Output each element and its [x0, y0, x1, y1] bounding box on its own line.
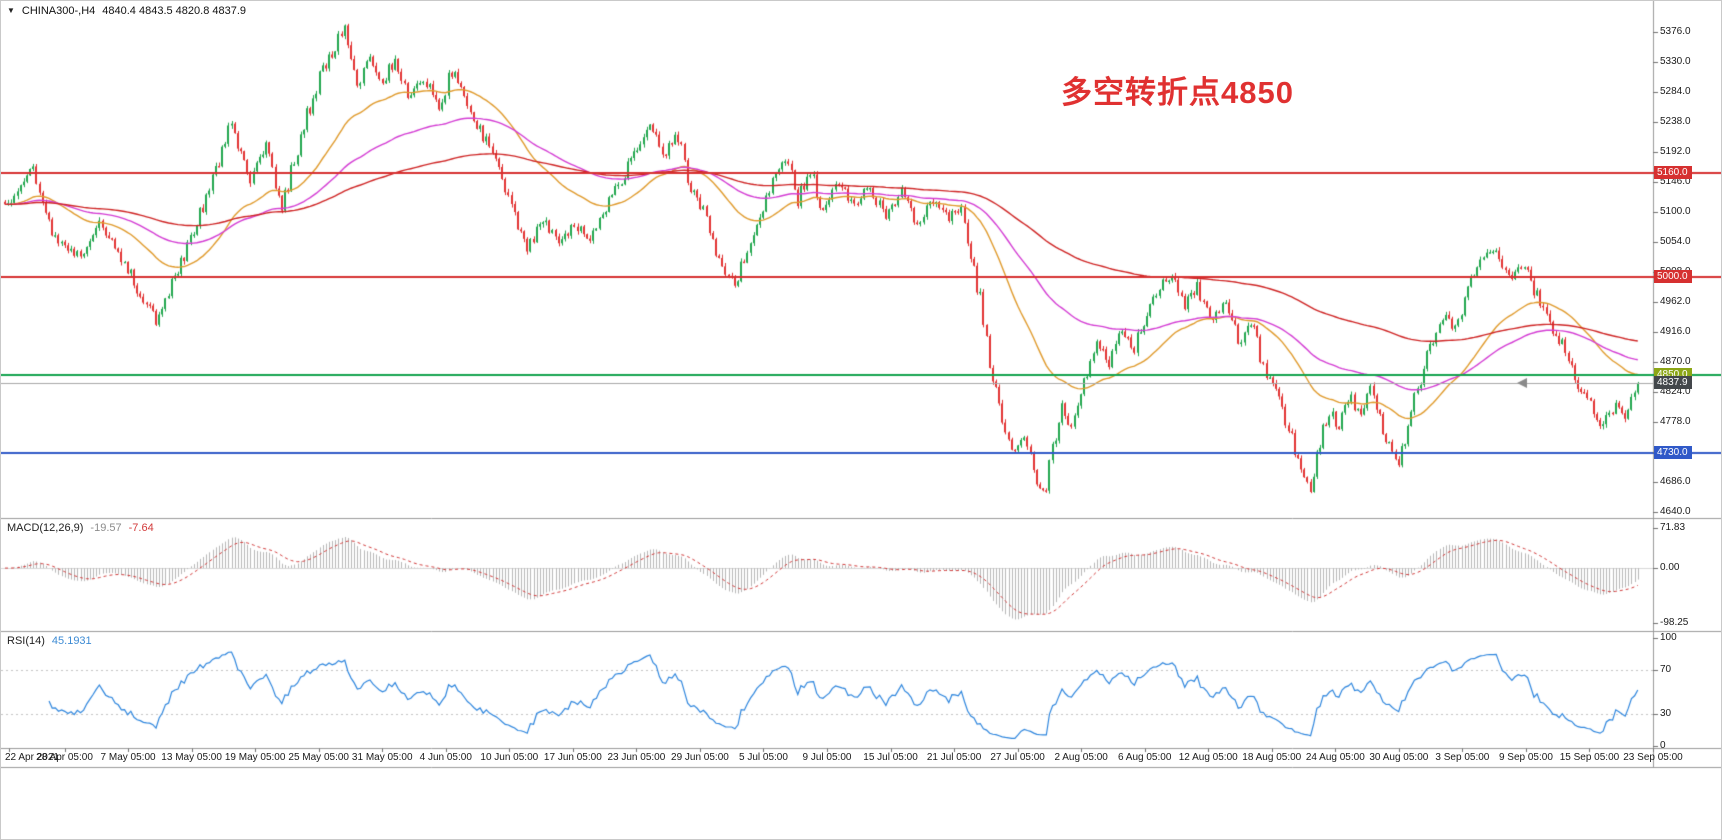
annotation-turning-point: 多空转折点4850 [1061, 75, 1294, 110]
macd-indicator-label: MACD(12,26,9) -19.57 -7.64 [7, 522, 154, 534]
macd-name: MACD(12,26,9) [7, 522, 84, 534]
macd-main-value: -19.57 [90, 522, 122, 534]
ohlc-readout: 4840.4 4843.5 4820.8 4837.9 [102, 5, 247, 17]
rsi-name: RSI(14) [7, 635, 45, 647]
rsi-indicator-label: RSI(14) 45.1931 [7, 635, 92, 647]
chevron-down-icon[interactable]: ▼ [7, 6, 15, 15]
macd-signal-value: -7.64 [128, 522, 154, 534]
chart-header: ▼ CHINA300-,H4 4840.4 4843.5 4820.8 4837… [7, 5, 246, 17]
rsi-value: 45.1931 [51, 635, 92, 647]
symbol-period-label: CHINA300-,H4 [21, 5, 96, 17]
